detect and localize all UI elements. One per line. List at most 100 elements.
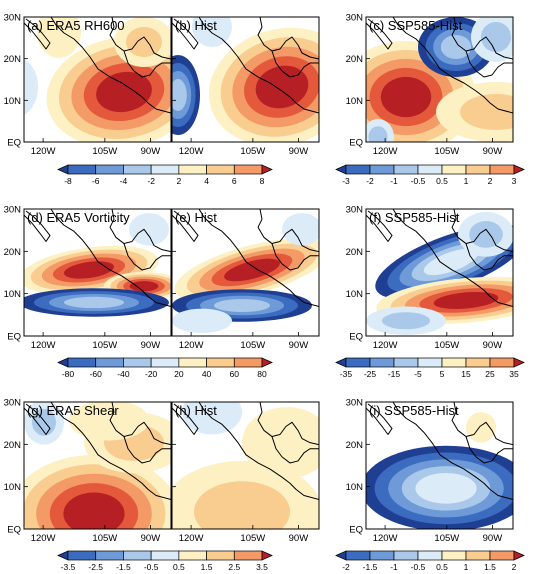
x-tick-label: 105W: [240, 146, 265, 157]
colorbar-0: -8 -6 -4 -2 2 4 6 8: [57, 164, 273, 186]
coastline: [24, 404, 50, 434]
colorbar-box: [345, 550, 371, 561]
panel-3: (d) ERA5 Vorticity 120W 105W 90W 30N 20N 10N EQ: [4, 205, 172, 351]
colorbar-box: [123, 550, 152, 561]
colorbar-label: -2: [342, 562, 350, 572]
colorbar-box: [233, 357, 263, 368]
y-tick-label: 30N: [346, 205, 364, 216]
colorbar-label: -0.5: [411, 176, 426, 186]
panel-title: (a) ERA5 RH600: [27, 18, 125, 33]
x-tick-label: 120W: [373, 533, 398, 544]
colorbar-box: [95, 164, 124, 175]
contour-fill: [255, 65, 309, 109]
colorbar-box: [206, 550, 235, 561]
panel-title: (g) ERA5 Shear: [27, 403, 119, 418]
colorbar-arrow: [57, 550, 69, 561]
colorbar-label: -4: [120, 176, 128, 186]
coastline: [452, 17, 513, 59]
y-tick-label: 10N: [4, 482, 22, 493]
contour-fill: [440, 35, 472, 59]
colorbar-box: [150, 357, 180, 368]
contour-fill: [368, 126, 388, 142]
panel-frame: [365, 16, 514, 143]
colorbar-label: 4: [204, 176, 209, 186]
contour-fill: [129, 213, 169, 246]
coastline: [393, 402, 513, 500]
contour-fill: [64, 261, 114, 279]
panel-frame: [365, 401, 514, 530]
colorbar-box: [393, 357, 419, 368]
colorbar-arrow: [261, 357, 273, 368]
colorbar-label: -1: [390, 562, 398, 572]
contour-fill: [172, 79, 187, 111]
coastline: [172, 404, 198, 434]
x-tick-label: 120W: [31, 533, 56, 544]
x-tick-label: 120W: [31, 146, 56, 157]
contour-fill: [24, 59, 38, 115]
coastline: [366, 19, 392, 49]
coastline: [110, 17, 171, 59]
y-tick-label: 20N: [4, 440, 22, 451]
colorbar-label: 80: [257, 369, 267, 379]
y-tick-label: 20N: [4, 54, 22, 65]
colorbar-label: 25: [485, 369, 495, 379]
colorbar-box: [393, 550, 419, 561]
colorbar-box: [417, 164, 443, 175]
panel-frame: [23, 16, 172, 143]
contour-fill: [69, 402, 149, 441]
x-tick-label: 90W: [289, 340, 309, 351]
colorbar-label: 1: [464, 562, 469, 572]
colorbar-box: [67, 550, 97, 561]
colorbar-box: [345, 164, 371, 175]
x-tick-label: 90W: [141, 533, 161, 544]
panel-4: (e) Hist 120W 105W 90W: [171, 208, 320, 351]
colorbar-arrow: [513, 550, 525, 561]
colorbar-label: -8: [64, 176, 72, 186]
colorbar-box: [123, 357, 152, 368]
colorbar-box: [178, 357, 207, 368]
y-tick-label: 10N: [4, 289, 22, 300]
coastline: [124, 244, 171, 270]
colorbar-label: -2: [366, 176, 374, 186]
colorbar-label: 20: [174, 369, 184, 379]
colorbar-box: [441, 357, 467, 368]
contour-fill: [460, 94, 513, 130]
y-tick-label: 30N: [4, 398, 22, 409]
colorbar-box: [441, 164, 467, 175]
colorbar-5: -2 -1.5 -1 -0.5 0.5 1 1.5 2: [335, 550, 525, 572]
colorbar-label: 1.5: [484, 562, 496, 572]
colorbar-arrow: [57, 164, 69, 175]
contour-fill: [282, 213, 319, 246]
x-tick-label: 120W: [373, 146, 398, 157]
panel-5: (f) SSP585-Hist 120W 105W 90W 30N 20N 10N EQ: [346, 205, 514, 351]
y-tick-label: 20N: [346, 440, 364, 451]
contour-fill: [469, 220, 503, 248]
y-tick-label: 20N: [4, 247, 22, 258]
contour-fill: [96, 71, 152, 113]
contour-fill: [380, 76, 432, 118]
colorbar-label: -1.5: [363, 562, 378, 572]
colorbar-label: 35: [509, 369, 519, 379]
panel-title: (b) Hist: [175, 18, 217, 33]
coastline: [258, 17, 319, 59]
x-tick-label: 90W: [483, 340, 503, 351]
colorbar-label: 8: [260, 176, 265, 186]
coastline: [452, 402, 513, 445]
coastline: [366, 404, 392, 434]
contour-fill: [194, 481, 290, 529]
y-tick-label: 10N: [346, 482, 364, 493]
colorbar-arrow: [57, 357, 69, 368]
colorbar-label: 0.5: [436, 562, 448, 572]
colorbar-box: [178, 550, 207, 561]
colorbar-1: -3 -2 -1 -0.5 0.5 1 2 3: [335, 164, 525, 186]
coastline: [199, 402, 319, 500]
coastline: [110, 402, 171, 445]
colorbar-arrow: [261, 164, 273, 175]
contour-fill: [129, 281, 159, 292]
y-tick-label: EQ: [7, 332, 21, 343]
x-tick-label: 120W: [31, 340, 56, 351]
colorbar-box: [150, 550, 180, 561]
colorbar-label: -35: [340, 369, 353, 379]
contour-fill: [382, 312, 430, 330]
contour-fill: [433, 291, 499, 309]
